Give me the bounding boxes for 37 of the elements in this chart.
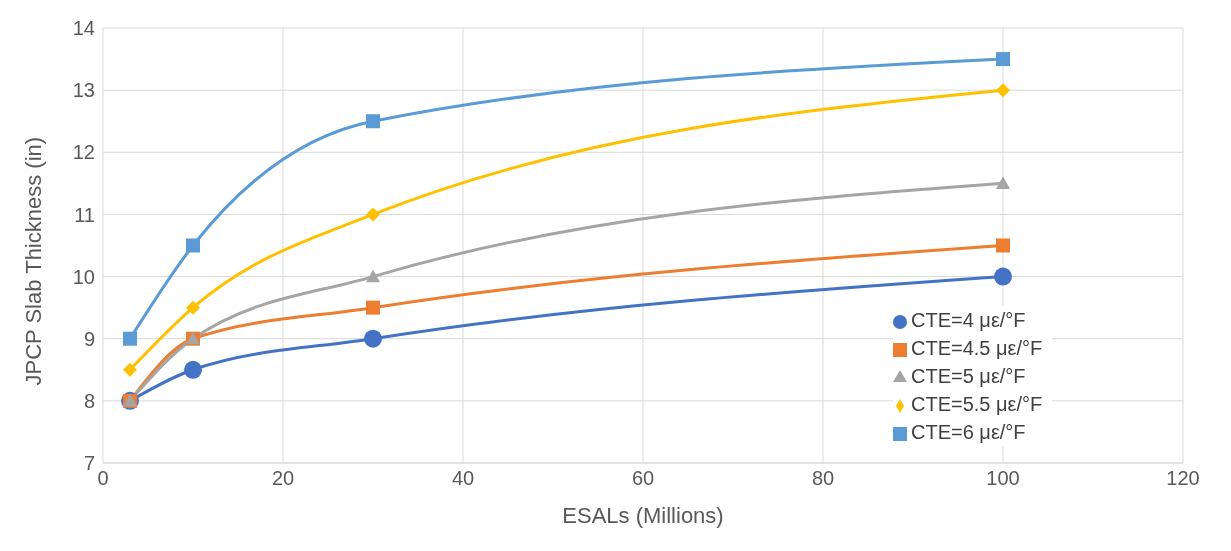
point: [123, 331, 137, 346]
y-tick-label: 9: [83, 327, 95, 350]
x-tick-label: 20: [271, 467, 295, 490]
x-tick-label: 0: [97, 467, 109, 490]
point: [366, 114, 380, 129]
point: [366, 207, 380, 222]
x-tick-label: 40: [451, 467, 475, 490]
legend-label: CTE=4.5 με/°F: [911, 337, 1043, 359]
point: [996, 238, 1010, 253]
x-tick-label: 60: [631, 467, 655, 490]
y-tick-label: 12: [72, 141, 95, 164]
y-tick-label: 13: [72, 79, 95, 102]
point: [366, 300, 380, 315]
point: [364, 329, 382, 348]
y-tick-label: 14: [72, 17, 95, 40]
point: [184, 360, 202, 379]
x-tick-label: 80: [811, 467, 835, 490]
point: [996, 176, 1010, 189]
point: [366, 269, 380, 283]
y-tick-label: 10: [72, 265, 95, 288]
point: [994, 267, 1012, 286]
y-tick-label: 11: [74, 203, 95, 226]
legend-label: CTE=6 με/°F: [911, 421, 1026, 443]
point: [996, 83, 1010, 98]
x-tick-label: 100: [986, 467, 1020, 490]
point: [186, 238, 200, 253]
y-tick-label: 7: [83, 452, 95, 475]
y-tick-label: 8: [83, 389, 95, 412]
point: [186, 300, 200, 315]
legend-label: CTE=5 με/°F: [911, 365, 1026, 387]
point: [996, 52, 1010, 67]
y-axis-title: JPCP Slab Thickness (in): [20, 136, 46, 386]
point: [123, 362, 137, 377]
x-axis-title: ESALs (Millions): [562, 503, 724, 528]
legend-label: CTE=4 με/°F: [911, 309, 1026, 331]
x-tick-label: 120: [1166, 467, 1200, 490]
legend-label: CTE=5.5 με/°F: [911, 393, 1043, 415]
